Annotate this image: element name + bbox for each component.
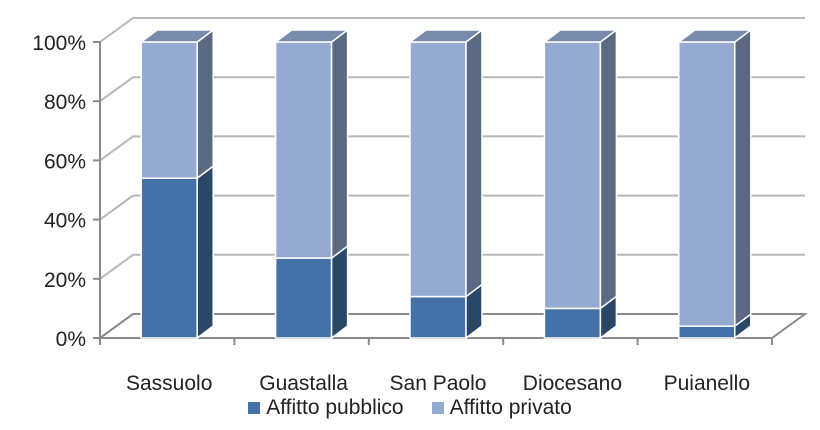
bar-side-affitto-pubblico-guastalla xyxy=(330,244,349,340)
y-tick-label: 60% xyxy=(44,150,86,173)
legend-label-affitto-privato: Affitto privato xyxy=(449,396,572,419)
bar-affitto-pubblico-san-paolo xyxy=(409,295,467,339)
bar-affitto-pubblico-guastalla xyxy=(274,257,333,339)
bar-top-affitto-privato-san-paolo xyxy=(407,29,485,43)
legend-item-affitto-privato: Affitto privato xyxy=(431,396,572,420)
x-tick-label-sassuolo: Sassuolo xyxy=(126,372,212,395)
bar-side-affitto-privato-guastalla xyxy=(330,28,349,260)
legend-item-affitto-pubblico: Affitto pubblico xyxy=(248,396,404,420)
x-tick-label-diocesano: Diocesano xyxy=(523,372,622,395)
bar-top-affitto-privato-diocesano xyxy=(542,29,619,43)
bar-affitto-pubblico-diocesano xyxy=(543,307,602,339)
bar-affitto-privato-guastalla xyxy=(274,41,333,259)
bar-top-affitto-privato-guastalla xyxy=(273,29,350,43)
bar-affitto-pubblico-puianello xyxy=(678,325,736,339)
x-tick-label-guastalla: Guastalla xyxy=(259,372,348,395)
bar-affitto-privato-diocesano xyxy=(543,41,602,310)
bar-side-affitto-pubblico-sassuolo xyxy=(196,164,214,340)
bar-affitto-privato-puianello xyxy=(678,41,736,327)
y-tick-label: 20% xyxy=(44,269,86,292)
bar-affitto-privato-san-paolo xyxy=(409,41,467,298)
y-axis: 0% 20% 40% 60% 80% 100% xyxy=(32,32,101,351)
legend-label-affitto-pubblico: Affitto pubblico xyxy=(266,396,404,419)
bar-side-affitto-privato-puianello xyxy=(734,28,752,328)
legend: Affitto pubblico Affitto privato xyxy=(0,396,820,420)
bar-affitto-pubblico-sassuolo xyxy=(140,177,198,339)
bars xyxy=(138,28,754,340)
x-tick-label-puianello: Puianello xyxy=(664,372,750,395)
gridline xyxy=(99,17,805,43)
legend-swatch-affitto-pubblico xyxy=(248,402,261,414)
bar-top-affitto-privato-puianello xyxy=(676,29,754,43)
bar-top-affitto-privato-sassuolo xyxy=(138,29,216,43)
legend-swatch-affitto-privato xyxy=(431,402,444,414)
x-tick-label-san-paolo: San Paolo xyxy=(390,372,487,395)
y-tick-label: 100% xyxy=(32,32,86,55)
y-tick-label: 0% xyxy=(56,328,86,351)
y-tick-label: 40% xyxy=(44,210,86,233)
bar-affitto-privato-sassuolo xyxy=(140,41,198,179)
bar-side-affitto-privato-diocesano xyxy=(599,28,618,310)
y-tick-label: 80% xyxy=(44,91,86,114)
bar-side-affitto-privato-sassuolo xyxy=(196,28,214,180)
bar-side-affitto-privato-san-paolo xyxy=(465,28,483,299)
x-axis-labels: Sassuolo Guastalla San Paolo Diocesano Puian… xyxy=(126,372,750,395)
